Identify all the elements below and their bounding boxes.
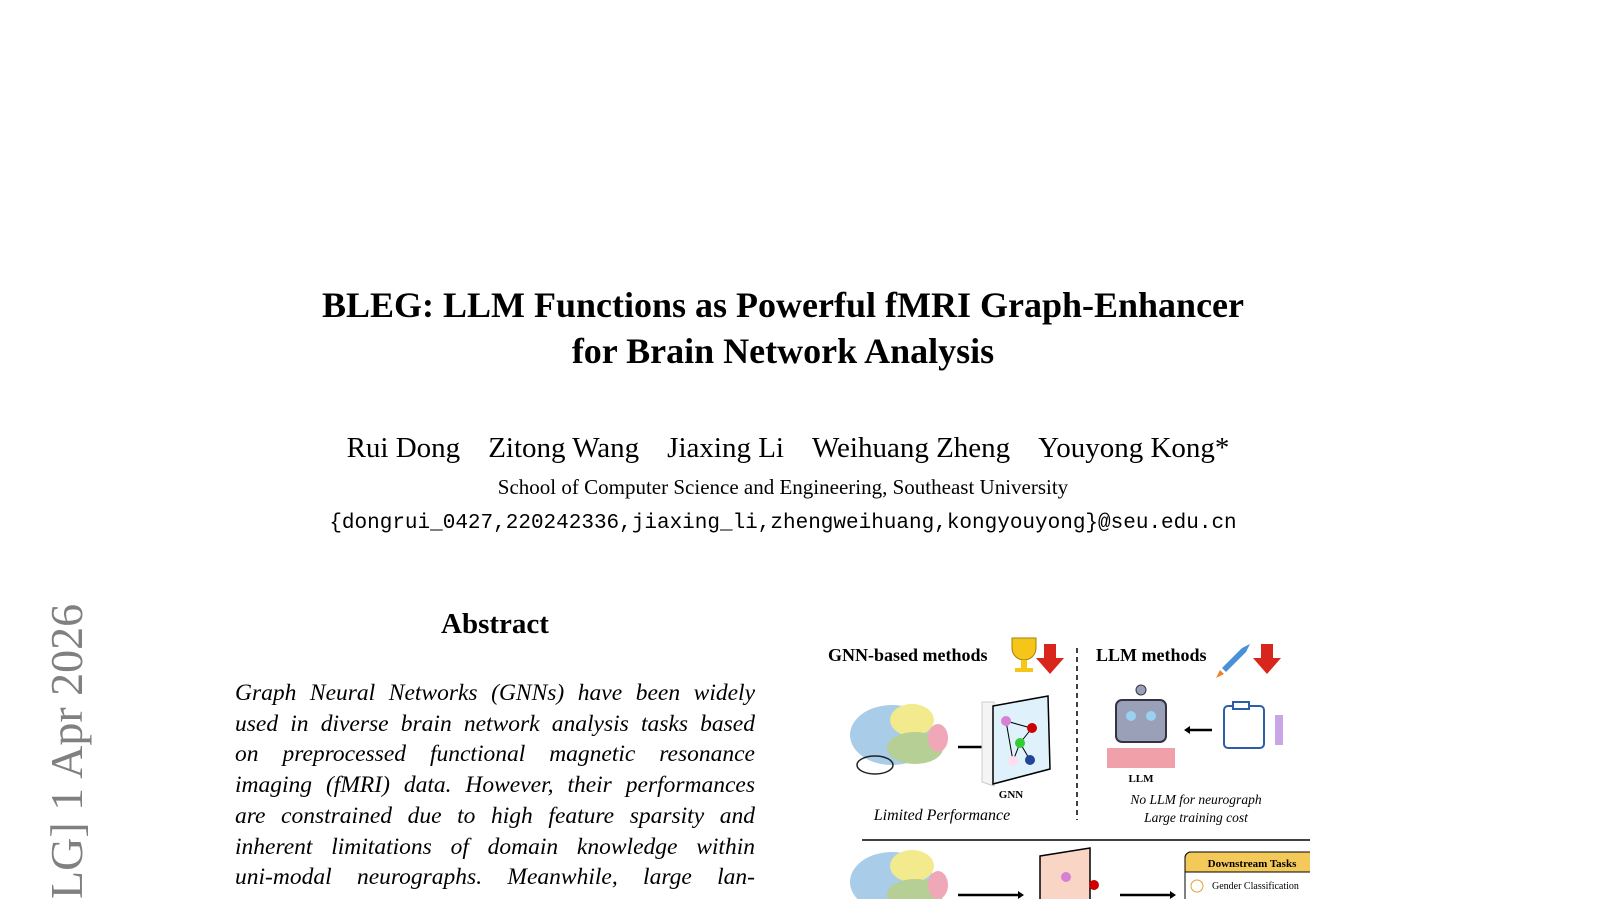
down-arrow-icon: [1253, 644, 1281, 674]
abstract-line: uni-modal neurographs. Meanwhile, large …: [235, 864, 755, 891]
brain-icon: [850, 850, 948, 899]
rocket-icon: [1216, 644, 1250, 678]
robot-icon: [1107, 684, 1175, 768]
abstract-line: are constrained due to high feature spar…: [235, 802, 755, 829]
brain-icon: [850, 704, 948, 775]
downstream-tasks-box: [1184, 851, 1310, 899]
title-line: BLEG: LLM Functions as Powerful fMRI Gra…: [321, 285, 1245, 325]
author: Youyong Kong*: [1038, 432, 1230, 464]
abstract-line: used in diverse brain network analysis t…: [235, 710, 755, 737]
author-emails: {dongrui_0427,220242336,jiaxing_li,zheng…: [329, 512, 1237, 535]
overview-figure: GNN-based methods LLM methods GNN Limite…: [828, 637, 1310, 899]
gnn-graph-icon: [981, 695, 1051, 787]
gnn-heading: GNN-based methods: [828, 645, 988, 665]
author: Rui Dong: [346, 432, 461, 464]
abstract-line: inherent limitations of domain knowledge…: [235, 833, 755, 860]
gender-icon: [1190, 879, 1204, 893]
author: Weihuang Zheng: [811, 432, 1011, 464]
title-line: for Brain Network Analysis: [571, 331, 995, 371]
llm-caption-line: No LLM for neurograph: [1129, 792, 1261, 807]
down-arrow-icon: [1036, 644, 1064, 674]
gnn-label: GNN: [999, 789, 1024, 801]
llm-label: LLM: [1128, 773, 1154, 785]
trophy-icon: [1011, 637, 1037, 672]
author-list: Rui Dong Zitong Wang Jiaxing Li Weihuang Zh…: [0, 432, 1576, 465]
arrow: [1184, 726, 1190, 734]
downstream-title: Downstream Tasks: [1208, 858, 1297, 870]
arxiv-stamp: LG] 1 Apr 2026: [41, 603, 92, 899]
abstract-heading: Abstract: [441, 608, 549, 640]
downstream-item: Gender Classification: [1212, 881, 1299, 892]
abstract-line: on preprocessed functional magnetic reso…: [235, 741, 755, 768]
abstract-line: Graph Neural Networks (GNNs) have been w…: [235, 680, 755, 706]
affiliation: School of Computer Science and Engineeri…: [497, 475, 1069, 499]
gnn-caption: Limited Performance: [873, 807, 1010, 824]
author: Jiaxing Li: [667, 432, 784, 464]
paper-title: BLEG: LLM Functions as Powerful fMRI Gra…: [0, 282, 1566, 374]
abstract-body: Graph Neural Networks (GNNs) have been w…: [235, 678, 755, 893]
author: Zitong Wang: [488, 432, 640, 464]
clipboard-icon: [1223, 701, 1283, 749]
llm-heading: LLM methods: [1096, 645, 1207, 665]
abstract-line: imaging (fMRI) data. However, their perf…: [235, 772, 755, 799]
llm-caption-line: Large training cost: [1143, 810, 1249, 825]
